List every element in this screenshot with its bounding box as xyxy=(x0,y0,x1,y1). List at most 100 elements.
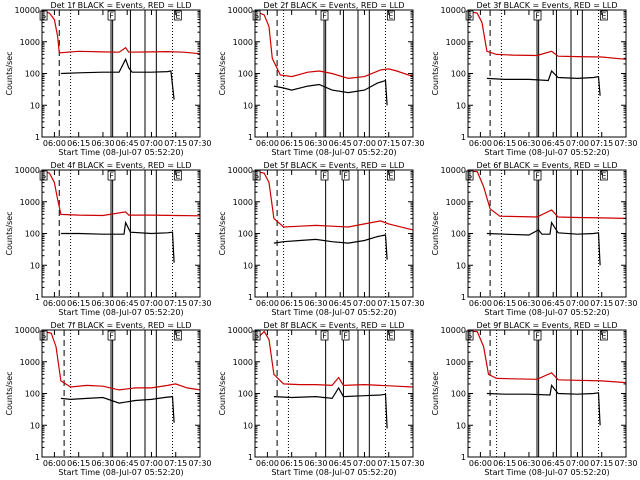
x-tick-label: 07:00 xyxy=(140,139,163,148)
marker-label: F xyxy=(109,172,114,181)
y-axis-label: Counts/sec xyxy=(5,371,14,415)
y-tick-label: 1 xyxy=(35,453,40,462)
y-tick-label: 10000 xyxy=(228,326,253,335)
x-tick-label: 07:00 xyxy=(566,459,589,468)
x-tick-label: 07:00 xyxy=(353,459,376,468)
y-tick-label: 1 xyxy=(248,293,253,302)
x-tick-label: 06:15 xyxy=(280,459,303,468)
marker-label: E xyxy=(175,12,180,21)
y-tick-label: 10 xyxy=(30,261,40,270)
black-series-line xyxy=(486,69,601,96)
x-tick-label: 07:30 xyxy=(614,459,637,468)
y-tick-label: 10 xyxy=(456,101,466,110)
x-tick-label: 06:00 xyxy=(469,139,492,148)
y-axis-label: Counts/sec xyxy=(431,211,440,255)
red-series-line xyxy=(42,10,201,55)
y-tick-label: 10 xyxy=(30,101,40,110)
y-tick-label: 1 xyxy=(35,133,40,142)
marker-box xyxy=(599,10,608,21)
y-tick-label: 1000 xyxy=(233,358,253,367)
x-axis-label: Start Time (08-Jul-07 05:52:20) xyxy=(58,308,183,317)
y-axis-label: Counts/sec xyxy=(5,51,14,95)
chart-panel: Det 8f BLACK = Events, RED = LLD S F F E 1 10 1… xyxy=(218,321,425,477)
marker-label: F xyxy=(535,172,540,181)
x-tick-label: 06:45 xyxy=(116,139,139,148)
x-tick-label: 07:15 xyxy=(377,459,400,468)
marker-label: S xyxy=(41,12,46,21)
marker-label: F xyxy=(109,12,114,21)
chart-title: Det 2f BLACK = Events, RED = LLD xyxy=(263,1,404,10)
y-tick-label: 1 xyxy=(248,453,253,462)
red-series-line xyxy=(255,170,414,231)
chart-panel: Det 1f BLACK = Events, RED = LLD S F E 1 10 10… xyxy=(5,1,212,157)
x-tick-label: 06:45 xyxy=(329,139,352,148)
y-tick-label: 100 xyxy=(238,70,253,79)
x-tick-label: 06:30 xyxy=(304,299,327,308)
black-series-line xyxy=(273,79,388,106)
chart-panel: Det 4f BLACK = Events, RED = LLD S F E 1 10 10… xyxy=(5,161,212,317)
x-tick-label: 07:15 xyxy=(590,299,613,308)
y-tick-label: 10000 xyxy=(441,326,466,335)
x-tick-label: 06:30 xyxy=(304,139,327,148)
x-tick-label: 07:00 xyxy=(353,139,376,148)
x-tick-label: 07:15 xyxy=(377,139,400,148)
y-tick-label: 10 xyxy=(243,421,253,430)
y-tick-label: 10000 xyxy=(228,6,253,15)
marker-box xyxy=(386,170,395,181)
y-tick-label: 10000 xyxy=(441,166,466,175)
x-tick-label: 07:00 xyxy=(140,459,163,468)
y-tick-label: 10000 xyxy=(15,326,40,335)
plot-frame xyxy=(467,9,627,138)
x-tick-label: 06:45 xyxy=(329,299,352,308)
marker-box xyxy=(320,170,329,181)
y-tick-label: 100 xyxy=(451,230,466,239)
chart-panel: Det 5f BLACK = Events, RED = LLD S F F E 1 10 1… xyxy=(218,161,425,317)
x-axis-label: Start Time (08-Jul-07 05:52:20) xyxy=(58,468,183,477)
chart-panel: Det 3f BLACK = Events, RED = LLD S F E 1 10 10… xyxy=(431,1,638,157)
chart-title: Det 5f BLACK = Events, RED = LLD xyxy=(263,161,404,170)
y-tick-label: 100 xyxy=(25,230,40,239)
x-tick-label: 06:15 xyxy=(493,299,516,308)
marker-label: F xyxy=(535,332,540,341)
x-tick-label: 07:30 xyxy=(401,459,424,468)
y-axis-label: Counts/sec xyxy=(218,371,227,415)
marker-box xyxy=(173,170,182,181)
marker-box xyxy=(533,170,542,181)
marker-label: E xyxy=(388,12,393,21)
y-tick-label: 1000 xyxy=(446,198,466,207)
chart-panel: Det 2f BLACK = Events, RED = LLD S F E 1 10 10… xyxy=(218,1,425,157)
marker-box xyxy=(320,330,329,341)
x-tick-label: 07:15 xyxy=(590,459,613,468)
chart-title: Det 7f BLACK = Events, RED = LLD xyxy=(50,321,191,330)
marker-box xyxy=(107,330,116,341)
y-axis-label: Counts/sec xyxy=(431,51,440,95)
x-tick-label: 07:30 xyxy=(188,299,211,308)
chart-panel: Det 7f BLACK = Events, RED = LLD S F E 1 10 10… xyxy=(5,321,212,477)
marker-label: S xyxy=(467,12,472,21)
y-axis-label: Counts/sec xyxy=(5,211,14,255)
black-series-line xyxy=(60,395,175,423)
marker-label: F xyxy=(322,172,327,181)
y-tick-label: 1000 xyxy=(446,38,466,47)
y-tick-label: 1 xyxy=(35,293,40,302)
marker-label: E xyxy=(601,332,606,341)
x-axis-label: Start Time (08-Jul-07 05:52:20) xyxy=(271,148,396,157)
marker-label: S xyxy=(254,12,259,21)
chart-title: Det 9f BLACK = Events, RED = LLD xyxy=(476,321,617,330)
x-tick-label: 06:45 xyxy=(542,459,565,468)
plot-frame xyxy=(254,329,414,458)
marker-box xyxy=(533,330,542,341)
x-tick-label: 06:45 xyxy=(116,459,139,468)
x-tick-label: 06:30 xyxy=(517,139,540,148)
x-tick-label: 06:30 xyxy=(91,139,114,148)
y-tick-label: 100 xyxy=(451,390,466,399)
red-series-line xyxy=(468,10,627,60)
marker-label: E xyxy=(601,12,606,21)
marker-label: S xyxy=(41,172,46,181)
x-tick-label: 06:15 xyxy=(67,459,90,468)
marker-label: E xyxy=(175,172,180,181)
y-tick-label: 1000 xyxy=(446,358,466,367)
x-tick-label: 06:45 xyxy=(329,459,352,468)
marker-box xyxy=(386,330,395,341)
marker-label: F xyxy=(322,332,327,341)
